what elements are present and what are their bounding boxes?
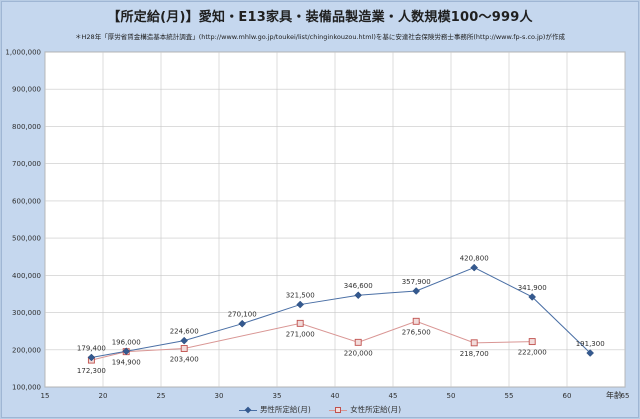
y-tick-label: 600,000 <box>12 197 41 205</box>
y-axis-tick-labels: 100,000 200,000 300,000 400,000 500,000 600,0… <box>5 49 41 392</box>
male-series-line <box>91 267 591 358</box>
x-axis-tick-labels: 15 20 25 30 35 40 45 50 55 60 65 <box>41 392 630 400</box>
x-tick-label: 30 <box>215 392 224 400</box>
y-tick-label: 900,000 <box>12 86 41 94</box>
female-data-label: 194,900 <box>112 359 141 367</box>
y-tick-label: 700,000 <box>12 160 41 168</box>
chart-title: 【所定給(月)】愛知・E13家具・装備品製造業・人数規模100〜999人 <box>107 10 533 25</box>
x-tick-label: 65 <box>621 392 630 400</box>
male-point <box>412 287 421 295</box>
legend-label-male: 男性所定給(月) <box>259 405 311 414</box>
female-data-label: 222,000 <box>518 349 547 357</box>
male-point <box>528 293 537 301</box>
male-point <box>87 353 96 362</box>
female-data-label: 218,700 <box>460 350 489 358</box>
x-tick-label: 60 <box>563 392 572 400</box>
y-tick-label: 400,000 <box>12 272 41 280</box>
male-point <box>354 291 363 300</box>
female-data-label: 203,400 <box>170 356 199 364</box>
legend-item-female: 女性所定給(月) <box>329 404 401 415</box>
female-data-label: 172,300 <box>77 367 106 375</box>
male-point <box>180 336 189 345</box>
male-point <box>296 300 305 309</box>
x-tick-label: 25 <box>157 392 166 400</box>
male-data-label: 357,900 <box>402 278 431 286</box>
male-data-label: 270,100 <box>228 311 257 319</box>
x-tick-label: 15 <box>41 392 50 400</box>
legend: 男性所定給(月) 女性所定給(月) <box>0 404 640 415</box>
female-point <box>470 339 478 347</box>
female-point <box>296 319 304 327</box>
male-data-label: 196,000 <box>112 338 141 346</box>
legend-marker-male <box>238 406 257 414</box>
y-tick-label: 500,000 <box>12 235 41 243</box>
male-point <box>122 347 131 356</box>
y-tick-label: 1,000,000 <box>5 49 41 57</box>
y-tick-label: 200,000 <box>12 346 41 354</box>
x-tick-label: 35 <box>273 392 282 400</box>
y-tick-label: 100,000 <box>12 384 41 392</box>
female-point <box>412 317 420 325</box>
legend-marker-female <box>329 406 348 414</box>
female-point <box>354 338 362 346</box>
female-point <box>180 345 188 352</box>
series-group: 172,300 194,900 203,400 271,000 220,000 276,5… <box>77 255 605 375</box>
legend-label-female: 女性所定給(月) <box>350 405 402 414</box>
male-data-label: 179,400 <box>77 344 106 352</box>
female-series-line <box>91 320 533 361</box>
female-point <box>528 338 536 346</box>
male-data-label: 420,800 <box>460 255 489 263</box>
male-point <box>470 263 479 272</box>
male-data-label: 346,600 <box>344 282 373 290</box>
chart-source-note: ＊H28年「厚労省賃金構造基本統計調査」(http://www.mhlw.go.… <box>75 33 565 41</box>
x-axis-label: 年齢 <box>606 391 622 400</box>
male-point <box>586 349 595 357</box>
male-data-label: 341,900 <box>518 284 547 292</box>
male-point <box>238 319 247 328</box>
x-tick-label: 50 <box>447 392 456 400</box>
x-tick-label: 20 <box>99 392 108 400</box>
male-data-label: 224,600 <box>170 328 199 336</box>
female-data-label: 276,500 <box>402 328 431 336</box>
x-tick-label: 55 <box>505 392 514 400</box>
female-data-label: 220,000 <box>344 349 373 357</box>
y-tick-label: 800,000 <box>12 123 41 131</box>
x-tick-label: 45 <box>389 392 398 400</box>
legend-item-male: 男性所定給(月) <box>238 404 311 415</box>
x-tick-label: 40 <box>331 392 340 400</box>
male-data-label: 191,300 <box>576 340 605 348</box>
female-data-label: 271,000 <box>286 330 315 338</box>
male-data-label: 321,500 <box>286 292 315 300</box>
y-tick-label: 300,000 <box>12 309 41 317</box>
